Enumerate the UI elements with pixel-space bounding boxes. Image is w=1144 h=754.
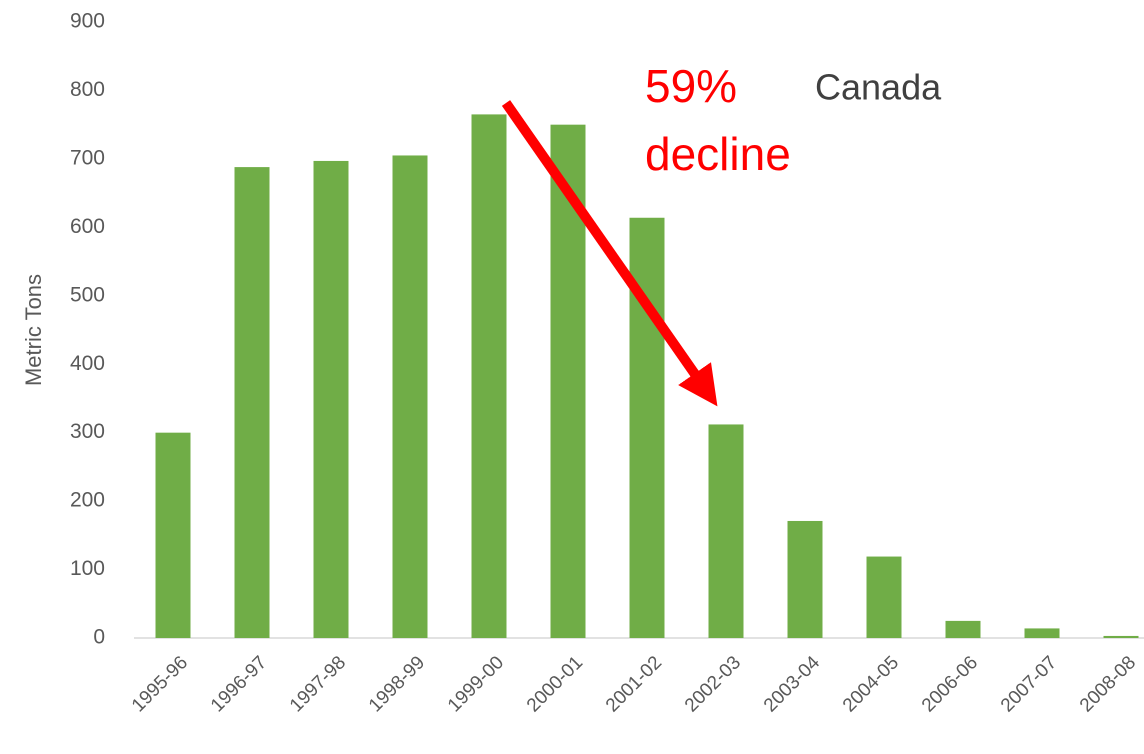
x-tick-label: 2000-01 — [523, 652, 587, 716]
bar — [1024, 628, 1060, 638]
y-tick-label: 600 — [70, 215, 105, 238]
x-tick-label: 1997-98 — [286, 652, 350, 716]
y-tick-label: 900 — [70, 10, 105, 33]
bar — [787, 520, 823, 638]
x-tick-label: 1995-96 — [128, 652, 192, 716]
y-tick-label: 100 — [70, 557, 105, 580]
x-tick-label: 1996-97 — [207, 652, 271, 716]
x-tick-label: 2001-02 — [602, 652, 666, 716]
x-tick-label: 2004-05 — [839, 652, 903, 716]
x-tick-label: 2002-03 — [681, 652, 745, 716]
y-tick-label: 800 — [70, 78, 105, 101]
bar — [392, 155, 428, 638]
x-tick-label: 1998-99 — [365, 652, 429, 716]
x-tick-label: 2008-08 — [1076, 652, 1140, 716]
x-tick-label: 2007-07 — [997, 652, 1061, 716]
y-axis-label: Metric Tons — [21, 274, 46, 386]
x-tick-label: 1999-00 — [444, 652, 508, 716]
bar — [708, 424, 744, 638]
y-tick-label: 500 — [70, 283, 105, 306]
bar — [471, 114, 507, 638]
annotation: 59% — [645, 60, 737, 112]
bar — [866, 556, 902, 638]
bar — [234, 167, 270, 638]
y-tick-label: 200 — [70, 489, 105, 512]
arrow — [501, 100, 718, 407]
bar — [155, 432, 191, 638]
x-tick-label: 2006-06 — [918, 652, 982, 716]
y-tick-label: 300 — [70, 420, 105, 443]
y-tick-label: 400 — [70, 352, 105, 375]
bar — [313, 160, 349, 639]
y-tick-label: 700 — [70, 146, 105, 169]
y-tick-label: 0 — [93, 626, 105, 649]
bar — [945, 620, 981, 638]
annotation: decline — [645, 128, 791, 180]
annotation: Canada — [815, 67, 942, 108]
bar — [1103, 635, 1139, 638]
x-tick-label: 2003-04 — [760, 652, 824, 716]
